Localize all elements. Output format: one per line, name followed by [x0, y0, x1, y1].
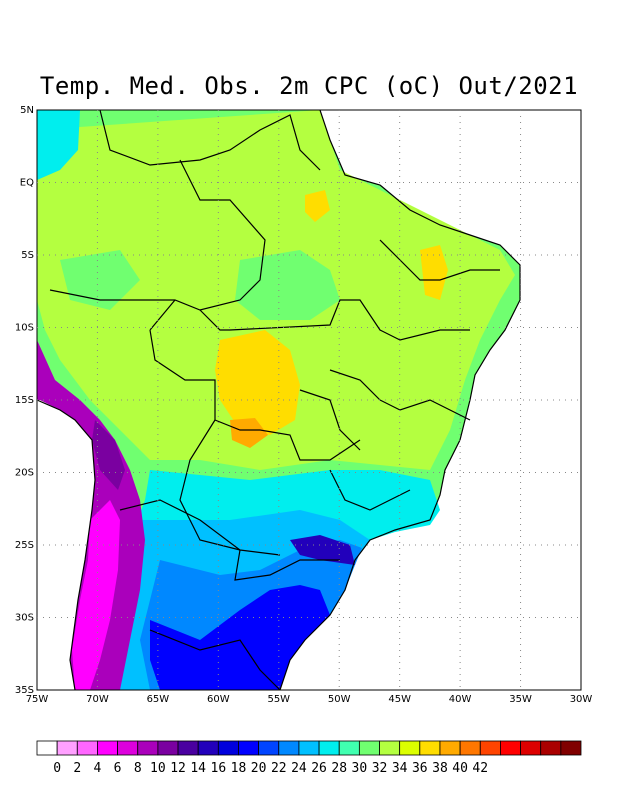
lon-label: 35W: [509, 694, 532, 705]
colorbar-swatch: [399, 740, 421, 756]
colorbar-swatch: [238, 740, 260, 756]
colorbar-swatch: [338, 740, 360, 756]
colorbar-swatch: [479, 740, 501, 756]
lon-label: 65W: [147, 694, 170, 705]
colorbar-label: 30: [352, 761, 368, 776]
lat-label: 5N: [20, 105, 34, 116]
colorbar-label: 34: [392, 761, 408, 776]
lat-label: EQ: [20, 178, 34, 189]
lon-label: 45W: [388, 694, 411, 705]
longitude-labels: 75W 70W 65W 60W 55W 50W 45W 40W 35W 30W: [26, 694, 593, 705]
colorbar-label: 40: [452, 761, 468, 776]
colorbar-swatch: [358, 740, 380, 756]
colorbar-label: 28: [331, 761, 347, 776]
colorbar-label: 8: [134, 761, 142, 776]
lon-label: 70W: [86, 694, 109, 705]
colorbar-label: 14: [190, 761, 206, 776]
colorbar-swatch: [318, 740, 340, 756]
colorbar-label: 16: [211, 761, 227, 776]
colorbar-swatch: [76, 740, 98, 756]
colorbar-label: 32: [372, 761, 388, 776]
colorbar-label: 2: [73, 761, 81, 776]
colorbar-label: 18: [231, 761, 247, 776]
colorbar-label: 24: [291, 761, 307, 776]
colorbar-swatch: [419, 740, 441, 756]
zone-yellow-amapa: [305, 190, 330, 222]
colorbar-swatch: [258, 740, 280, 756]
zone-darkblue: [150, 585, 330, 690]
colorbar-swatch: [560, 740, 582, 756]
map-title: Temp. Med. Obs. 2m CPC (oC) Out/2021: [39, 72, 579, 100]
colorbar-swatch: [459, 740, 481, 756]
lat-label: 20S: [15, 468, 34, 479]
colorbar-swatch: [278, 740, 300, 756]
colorbar-label: 6: [114, 761, 122, 776]
colorbar-swatch: [157, 740, 179, 756]
latitude-labels: 5N EQ 5S 10S 15S 20S 25S 30S 35S: [15, 105, 34, 696]
colorbar-swatch: [197, 740, 219, 756]
zone-yellow-ne: [420, 245, 448, 300]
zone-orange: [230, 418, 268, 448]
andes-purple: [37, 340, 145, 690]
colorbar-swatch: [540, 740, 562, 756]
colorbar-swatch: [379, 740, 401, 756]
colorbar-swatch: [177, 740, 199, 756]
lat-label: 15S: [15, 395, 34, 406]
lon-label: 30W: [570, 694, 593, 705]
colorbar-label: 20: [251, 761, 267, 776]
zone-green-west: [60, 250, 140, 310]
colorbar-swatch: [137, 740, 159, 756]
zone-nw-cyan: [37, 110, 80, 180]
lat-lon-grid: [37, 110, 581, 690]
colorbar-swatch: [439, 740, 461, 756]
colorbar-label: 0: [53, 761, 61, 776]
colorbar-label: 38: [432, 761, 448, 776]
colorbar-swatch: [56, 740, 78, 756]
colorbar-label: 22: [271, 761, 287, 776]
andes-magenta: [72, 500, 120, 690]
colorbar-label: 4: [94, 761, 102, 776]
lon-label: 75W: [26, 694, 49, 705]
colorbar-swatch: [520, 740, 542, 756]
andes-violet: [92, 420, 125, 490]
lat-label: 25S: [15, 540, 34, 551]
colorbar: [36, 740, 582, 756]
colorbar-label: 42: [472, 761, 488, 776]
colorbar-label: 36: [412, 761, 428, 776]
colorbar-labels: 0 2 4 6 8 10 12 14 16 18 20 22 24 26 28 30 32 34 36 38 40 42: [53, 761, 488, 776]
lat-label: 35S: [15, 685, 34, 696]
country-borders: [37, 110, 521, 690]
colorbar-label: 26: [311, 761, 327, 776]
colorbar-label: 12: [170, 761, 186, 776]
lon-label: 60W: [207, 694, 230, 705]
lat-label: 10S: [15, 323, 34, 334]
colorbar-swatch: [117, 740, 139, 756]
lat-label: 5S: [21, 250, 34, 261]
colorbar-swatch: [217, 740, 239, 756]
colorbar-swatch: [500, 740, 521, 756]
colorbar-swatch: [97, 740, 118, 756]
colorbar-swatch: [298, 740, 320, 756]
lon-label: 50W: [328, 694, 351, 705]
colorbar-label: 10: [150, 761, 166, 776]
lon-label: 55W: [267, 694, 290, 705]
lon-label: 40W: [449, 694, 472, 705]
lat-label: 30S: [15, 613, 34, 624]
colorbar-swatch: [36, 740, 58, 756]
